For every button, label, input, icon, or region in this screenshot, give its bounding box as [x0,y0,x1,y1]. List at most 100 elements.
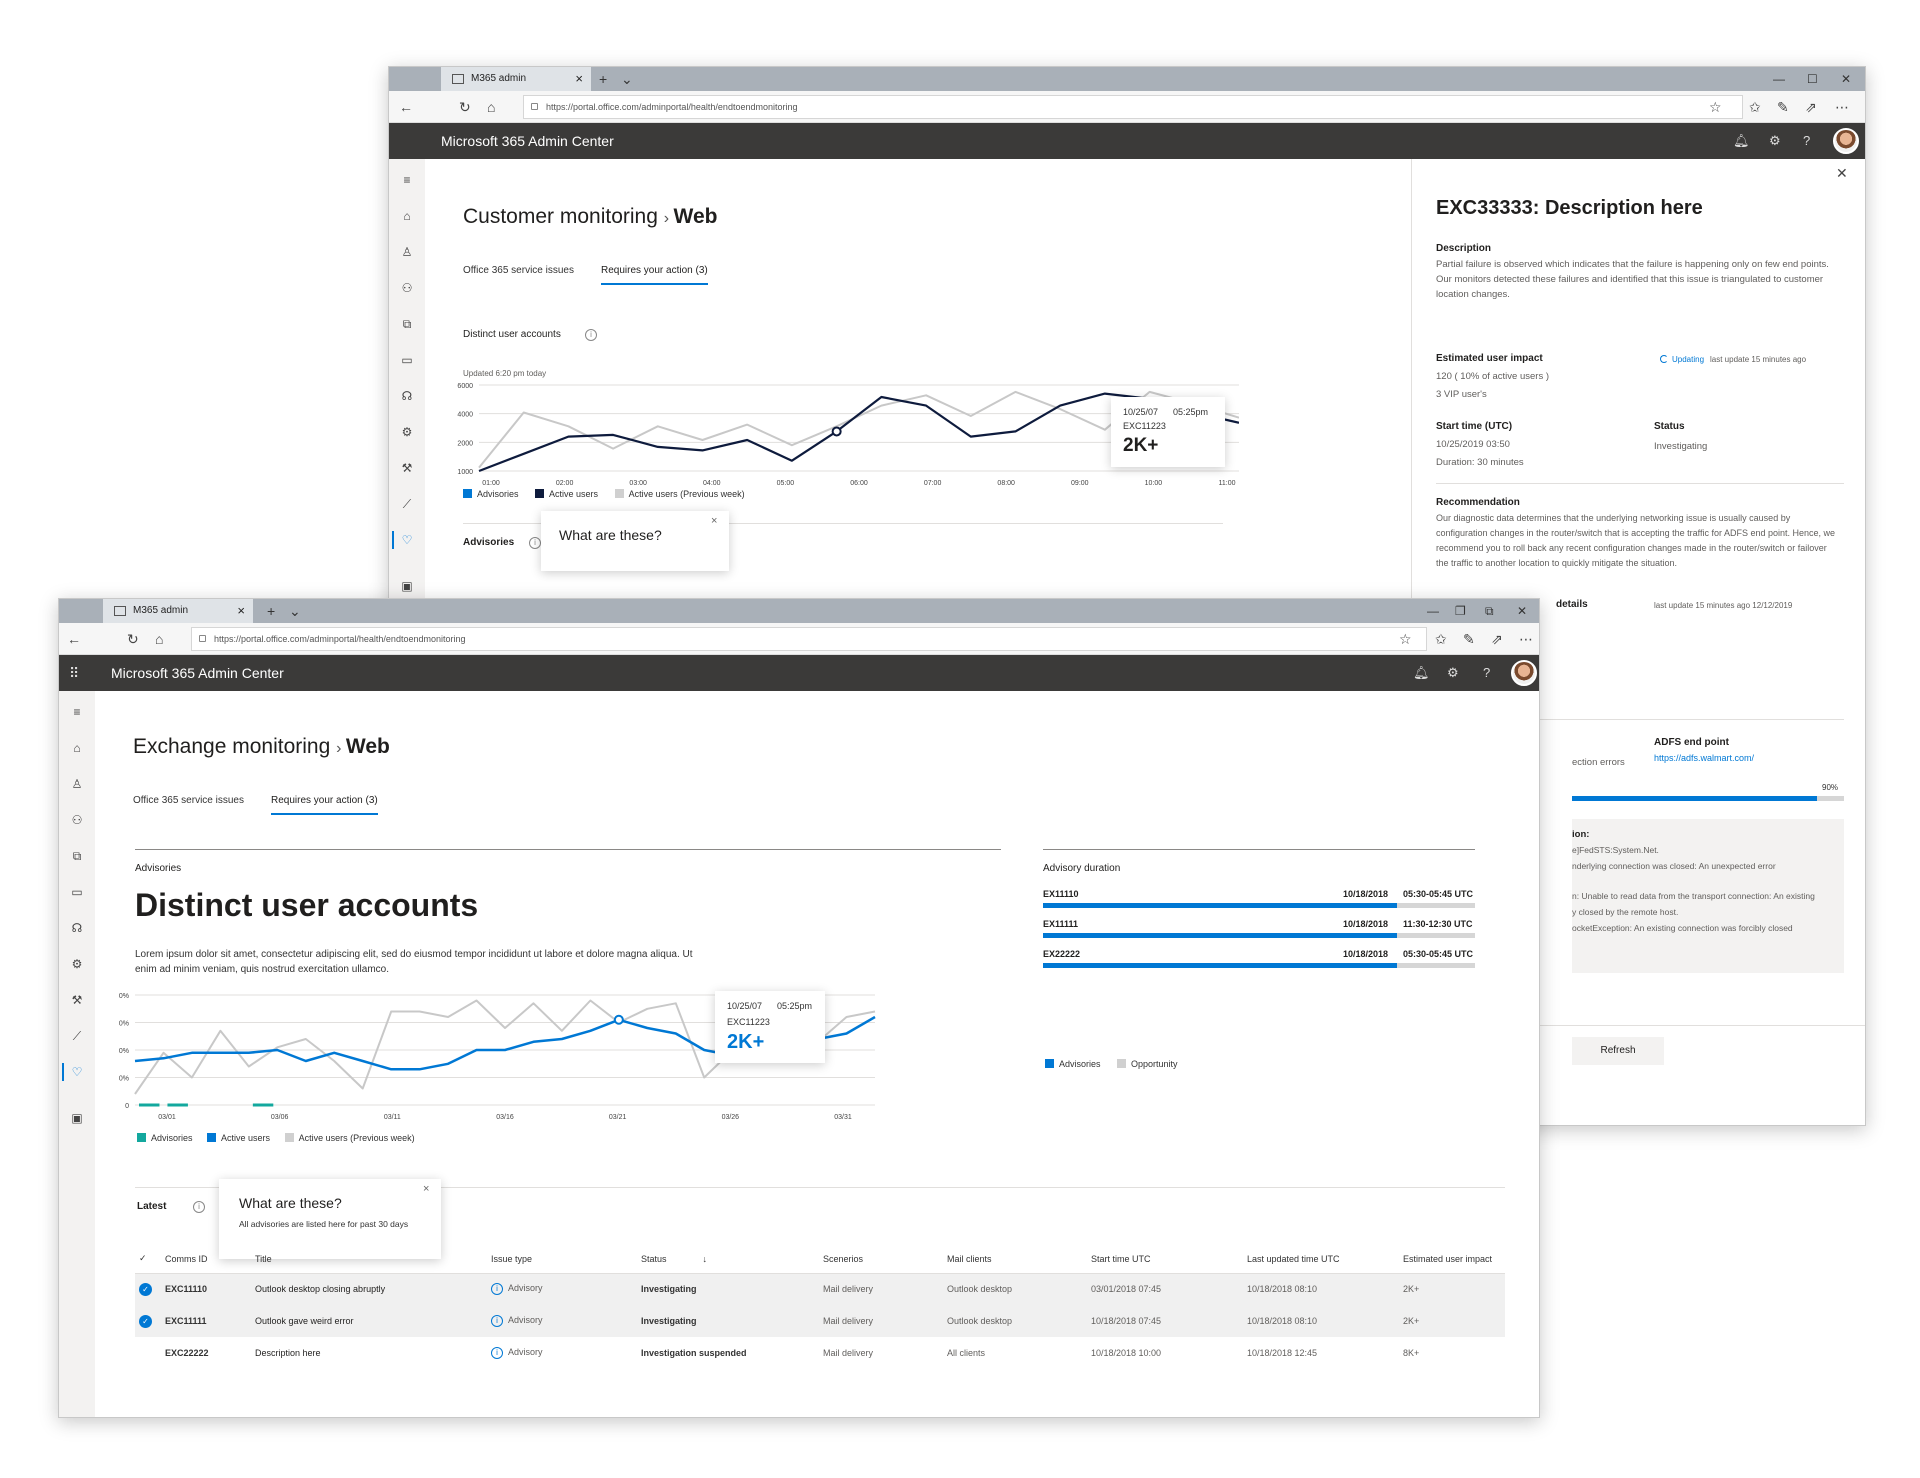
exchange-icon[interactable]: ▣ [401,579,413,593]
tab-service-issues[interactable]: Office 365 service issues [463,265,574,276]
back-icon[interactable]: ← [67,631,81,647]
home-nav-icon[interactable]: ⌂ [403,209,411,223]
wrench-icon[interactable]: ⚒ [71,993,83,1007]
reports-icon[interactable]: ⟋ [402,497,412,511]
devices-icon[interactable]: ⧉ [72,849,82,863]
avatar[interactable] [1511,660,1537,686]
advisories-info-icon[interactable]: i [529,537,541,549]
column-header[interactable]: Mail clients [943,1245,1087,1274]
adfs-link[interactable]: https://adfs.walmart.com/ [1654,753,1755,763]
bell-icon[interactable]: 🔔︎ [1733,133,1750,148]
health-icon[interactable]: ♡ [401,533,413,547]
back-icon[interactable]: ← [399,99,413,115]
billing-icon[interactable]: ▭ [401,353,413,367]
gear-icon[interactable]: ⚙ [1769,133,1781,148]
column-header[interactable]: Title [251,1245,487,1274]
cell-id[interactable]: EXC11111 [161,1305,251,1337]
help-icon[interactable]: ? [1803,133,1811,148]
selected-check-icon[interactable]: ✓ [139,1314,152,1328]
tab-list-chevron-icon[interactable]: ⌄ [289,603,301,619]
column-header[interactable]: Status ↓ [637,1245,819,1274]
tab-close-icon[interactable]: × [237,603,245,618]
new-tab-icon[interactable]: + [599,71,608,87]
refresh-button[interactable]: Refresh [1572,1037,1664,1065]
wrench-icon[interactable]: ⚒ [401,461,413,475]
breadcrumb-parent[interactable]: Customer monitoring [463,205,658,228]
url-field[interactable]: https://portal.office.com/adminportal/he… [523,95,1743,119]
settings-nav-icon[interactable]: ⚙ [401,425,413,439]
share-icon[interactable]: ⇗ [1491,631,1503,647]
browser-tab[interactable]: M365 admin × [103,599,253,623]
url-field[interactable]: https://portal.office.com/adminportal/he… [191,627,1427,651]
share-icon[interactable]: ⇗ [1805,99,1817,115]
hamburger-icon[interactable]: ≡ [73,705,81,719]
tab-requires-action[interactable]: Requires your action (3) [271,795,378,815]
support-icon[interactable]: ☊ [401,389,413,403]
devices-icon[interactable]: ⧉ [402,317,412,331]
selected-check-icon[interactable]: ✓ [139,1282,152,1296]
exchange-icon[interactable]: ▣ [71,1111,83,1125]
tab-list-chevron-icon[interactable]: ⌄ [621,71,633,87]
app-launcher-icon[interactable]: ⠿ [69,665,80,681]
close-window-icon[interactable]: ✕ [1841,72,1852,86]
row-select[interactable] [135,1337,161,1369]
health-icon[interactable]: ♡ [71,1065,83,1079]
home-nav-icon[interactable]: ⌂ [73,741,81,755]
favorites-icon[interactable]: ✩ [1435,631,1447,647]
more-icon[interactable]: ⋯ [1835,99,1849,115]
favorite-star-icon[interactable]: ☆ [1709,99,1722,115]
bell-icon[interactable]: 🔔︎ [1413,665,1430,680]
duration-row[interactable]: EX22222 10/18/2018 05:30-05:45 UTC [1043,949,1475,977]
column-header[interactable]: Issue type [487,1245,637,1274]
hamburger-icon[interactable]: ≡ [403,173,411,187]
avatar[interactable] [1833,128,1859,154]
minimize-icon[interactable]: — [1427,604,1439,618]
select-all-check-icon[interactable]: ✓ [135,1245,161,1274]
tab-requires-action[interactable]: Requires your action (3) [601,265,708,285]
favorite-star-icon[interactable]: ☆ [1399,631,1412,647]
groups-icon[interactable]: ⚇ [71,813,83,827]
billing-icon[interactable]: ▭ [71,885,83,899]
help-icon[interactable]: ? [1483,665,1491,680]
tab-close-icon[interactable]: × [575,71,583,86]
pen-icon[interactable]: ✎ [1777,99,1789,115]
minimize-icon[interactable]: — [1773,72,1785,86]
table-row[interactable]: ✓ EXC11111 Outlook gave weird error i Adviso… [135,1305,1505,1337]
latest-info-icon[interactable]: i [193,1201,205,1213]
sort-down-icon[interactable]: ↓ [702,1253,708,1264]
column-header[interactable]: Scenerios [819,1245,943,1274]
groups-icon[interactable]: ⚇ [401,281,413,295]
popup-close-icon[interactable]: × [423,1183,430,1195]
snap-icon[interactable]: ⧉ [1485,604,1494,618]
cell-id[interactable]: EXC22222 [165,1348,209,1358]
refresh-icon[interactable]: ↻ [127,631,139,647]
support-icon[interactable]: ☊ [71,921,83,935]
home-icon[interactable]: ⌂ [155,631,164,647]
refresh-icon[interactable]: ↻ [459,99,471,115]
column-header[interactable]: Comms ID [161,1245,251,1274]
duration-row[interactable]: EX11111 10/18/2018 11:30-12:30 UTC [1043,919,1475,947]
cell-id[interactable]: EXC11110 [161,1273,251,1305]
panel-close-icon[interactable]: ✕ [1836,165,1848,181]
maximize-icon[interactable]: ☐ [1807,72,1818,86]
gear-icon[interactable]: ⚙ [1447,665,1459,680]
info-icon[interactable]: i [585,329,597,341]
favorites-icon[interactable]: ✩ [1749,99,1761,115]
tab-service-issues[interactable]: Office 365 service issues [133,795,244,806]
column-header[interactable]: Last updated time UTC [1243,1245,1399,1274]
browser-tab[interactable]: M365 admin × [441,67,591,91]
table-row[interactable]: ✓ EXC11110 Outlook desktop closing abruptl… [135,1273,1505,1305]
breadcrumb-parent[interactable]: Exchange monitoring [133,735,331,758]
popup-close-icon[interactable]: × [711,515,718,527]
row-select[interactable]: ✓ [135,1305,161,1337]
settings-nav-icon[interactable]: ⚙ [71,957,83,971]
home-icon[interactable]: ⌂ [487,99,496,115]
new-tab-icon[interactable]: + [267,603,276,619]
user-icon[interactable]: ♙ [71,777,83,791]
restore-icon[interactable]: ❐ [1455,604,1466,618]
pen-icon[interactable]: ✎ [1463,631,1475,647]
duration-row[interactable]: EX11110 10/18/2018 05:30-05:45 UTC [1043,889,1475,917]
column-header[interactable]: Estimated user impact [1399,1245,1505,1274]
more-icon[interactable]: ⋯ [1519,631,1533,647]
table-row[interactable]: EXC22222 Description here i Advisory Investi… [135,1337,1505,1369]
